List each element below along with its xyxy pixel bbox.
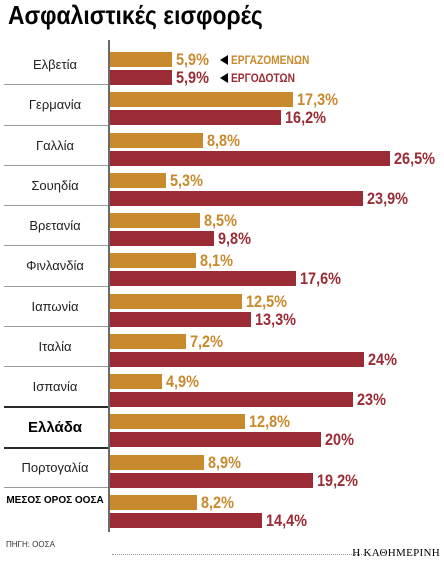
value-label: 17,6% — [300, 269, 341, 289]
employer-bar — [110, 70, 172, 85]
value-label: 8,5% — [204, 211, 237, 230]
triangle-pointer-icon — [220, 73, 228, 83]
employee-bar — [110, 52, 172, 67]
value-label: 24% — [368, 349, 397, 369]
chart-title: Ασφαλιστικές εισφορές — [8, 0, 263, 30]
value-label: 12,5% — [246, 291, 287, 311]
employee-bar — [110, 132, 203, 148]
row-separator — [4, 164, 108, 166]
employer-bar — [110, 512, 262, 528]
employer-bar — [110, 432, 321, 448]
value-label: 19,2% — [317, 470, 358, 490]
value-label: 8,9% — [208, 452, 241, 472]
row-separator — [4, 245, 108, 247]
category-label: Φινλανδία — [26, 258, 84, 274]
row-separator — [4, 366, 108, 367]
employer-bar — [110, 271, 296, 287]
category-label: Ιαπωνία — [31, 298, 79, 314]
value-label: 26,5% — [394, 148, 435, 168]
employee-bar — [110, 454, 204, 470]
value-label: 8,8% — [207, 130, 240, 150]
category-label: Γαλλία — [35, 137, 75, 153]
value-label: 5,9% — [176, 68, 209, 87]
value-label: 14,4% — [266, 510, 307, 530]
row-separator — [4, 446, 108, 449]
category-label: Ελβετία — [33, 57, 77, 72]
value-label: 8,1% — [200, 251, 233, 271]
value-label: 4,9% — [166, 372, 199, 391]
value-label: 8,2% — [201, 492, 234, 512]
category-label: Σουηδία — [31, 177, 79, 193]
employer-bar — [110, 351, 364, 367]
row-separator — [4, 205, 108, 206]
employer-bar — [110, 231, 214, 246]
employee-bar — [110, 333, 186, 349]
employer-bar — [110, 472, 313, 488]
value-label: 5,3% — [170, 170, 203, 190]
legend-item-employees: ΕΡΓΑΖΟΜΕΝΩΝ — [220, 53, 323, 67]
employee-bar — [110, 494, 197, 510]
employee-bar — [110, 213, 200, 228]
legend-label: ΕΡΓΑΖΟΜΕΝΩΝ — [231, 53, 310, 67]
value-label: 5,9% — [176, 50, 209, 69]
legend-label: ΕΡΓΟΔΟΤΩΝ — [231, 71, 295, 85]
row-separator — [4, 325, 108, 327]
value-label: 7,2% — [190, 331, 223, 351]
value-label: 17,3% — [297, 90, 338, 110]
employer-bar — [110, 190, 363, 206]
category-label: Ισπανία — [32, 379, 78, 394]
employee-bar — [110, 374, 162, 389]
employer-bar — [110, 150, 390, 166]
value-label: 13,3% — [255, 309, 296, 329]
value-label: 23,9% — [367, 188, 408, 208]
category-label: ΜΕΣΟΣ ΟΡΟΣ ΟΟΣΑ — [6, 494, 104, 506]
employee-bar — [110, 293, 242, 309]
footer-divider — [112, 554, 366, 555]
value-label: 23% — [357, 390, 386, 409]
axis-line — [108, 40, 110, 532]
employee-bar — [110, 172, 166, 188]
value-label: 9,8% — [218, 229, 251, 248]
category-label: Πορτογαλία — [21, 459, 89, 475]
employee-bar — [110, 414, 245, 430]
category-label: Ιταλία — [38, 338, 72, 354]
value-label: 16,2% — [285, 108, 326, 128]
category-label: Βρετανία — [29, 218, 81, 233]
triangle-pointer-icon — [220, 55, 228, 65]
row-separator — [4, 84, 108, 86]
row-separator — [4, 124, 108, 126]
source-note: ΠΗΓΗ: ΟΟΣΑ — [6, 540, 55, 549]
employee-bar — [110, 92, 293, 108]
employer-bar — [110, 392, 353, 407]
category-label: Γερμανία — [28, 97, 82, 113]
value-label: 12,8% — [249, 412, 290, 432]
row-separator — [4, 406, 108, 409]
publisher-label: Η ΚΑΘΗΜΕΡΙΝΗ — [352, 547, 440, 559]
legend-item-employers: ΕΡΓΟΔΟΤΩΝ — [220, 71, 306, 85]
category-label: Ελλάδα — [27, 419, 83, 437]
row-separator — [4, 486, 108, 488]
employee-bar — [110, 253, 196, 269]
row-separator — [4, 285, 108, 287]
employer-bar — [110, 311, 251, 327]
value-label: 20% — [325, 430, 354, 450]
employer-bar — [110, 110, 281, 126]
